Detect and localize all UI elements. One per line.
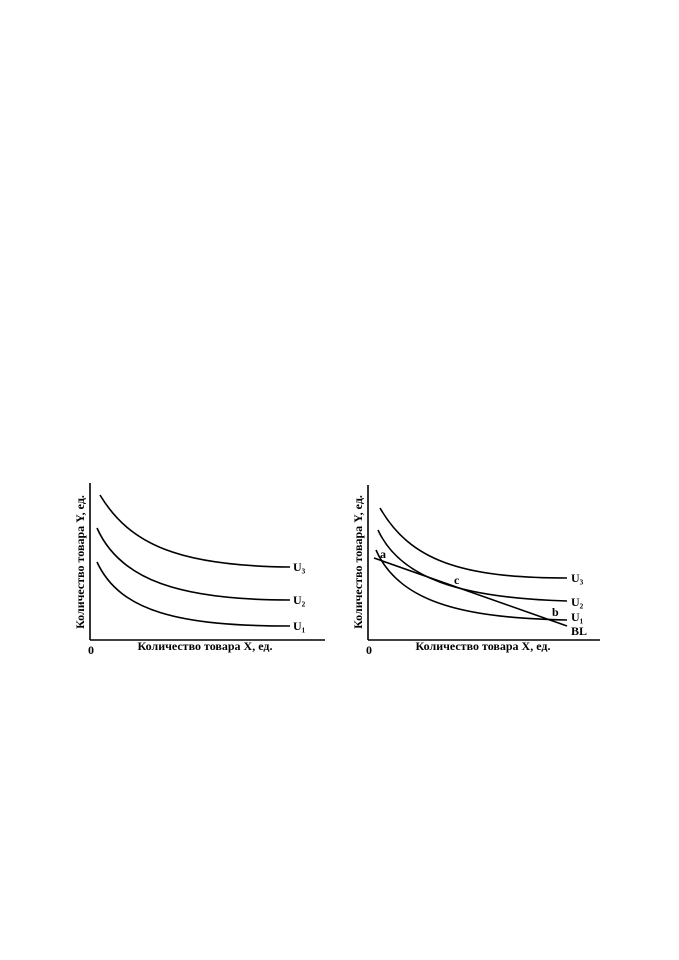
curve-label: U₁	[293, 619, 306, 633]
curve	[99, 494, 291, 568]
curve	[96, 527, 291, 601]
curve-label: U₂	[293, 593, 306, 607]
curve-label: U₁	[571, 610, 584, 624]
y-axis-label: Количество товара Y, ед.	[73, 495, 87, 629]
curve	[379, 507, 568, 579]
origin: 0	[366, 643, 372, 657]
curve	[96, 561, 291, 627]
figure-right: Количество товара Y, ед. Количество това…	[351, 485, 600, 657]
curve-label: U₃	[571, 571, 584, 585]
point-label: b	[552, 605, 559, 619]
budget-line-label: BL	[571, 624, 587, 638]
point-label: a	[380, 547, 386, 561]
x-axis-label: Количество товара X, ед.	[138, 639, 273, 653]
curve-label: U₃	[293, 560, 306, 574]
curve	[375, 549, 568, 621]
budget-line	[373, 557, 568, 627]
origin: 0	[88, 643, 94, 657]
point-label: c	[454, 573, 460, 587]
y-axis-label: Количество товара Y, ед.	[351, 495, 365, 629]
figure-left: Количество товара Y, ед. Количество това…	[73, 483, 325, 657]
curve-label: U₂	[571, 595, 584, 609]
x-axis-label: Количество товара X, ед.	[416, 639, 551, 653]
